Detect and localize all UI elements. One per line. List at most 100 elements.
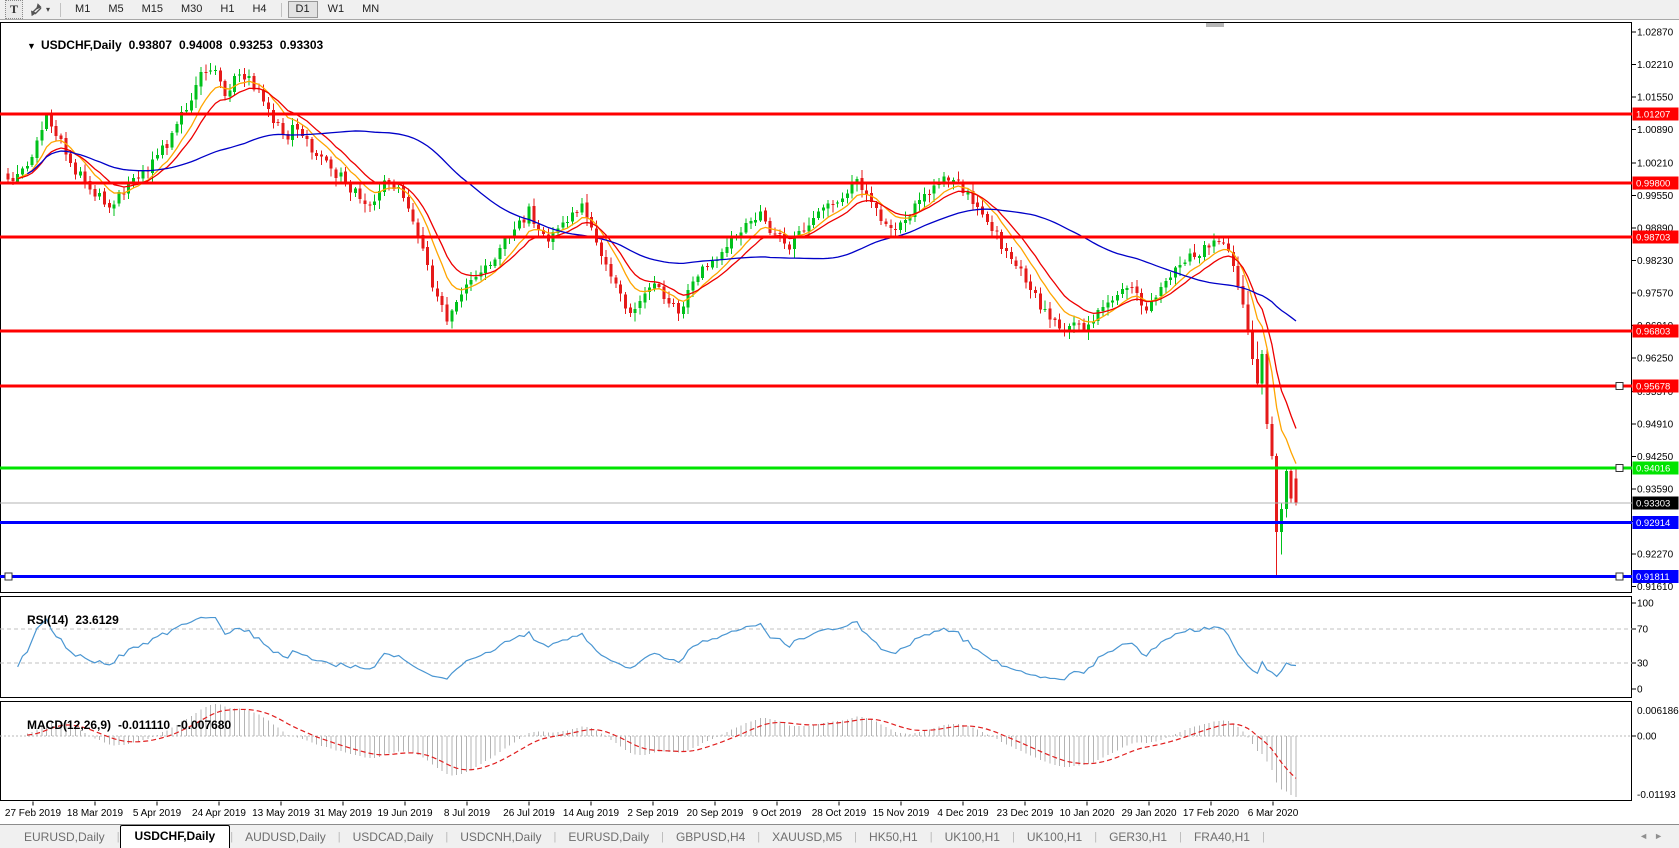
price-level-badge	[1632, 176, 1679, 190]
tab-scroll-right-icon[interactable]: ►	[1654, 831, 1669, 841]
line-handle	[1615, 572, 1624, 581]
price-level-badge	[1632, 230, 1679, 244]
svg-text:0.91610: 0.91610	[1637, 582, 1674, 593]
svg-text:28 Oct 2019: 28 Oct 2019	[812, 808, 867, 819]
current-price-badge	[1632, 496, 1679, 510]
panel-frames	[0, 22, 1632, 801]
svg-text:8 Jul 2019: 8 Jul 2019	[444, 808, 491, 819]
svg-text:13 May 2019: 13 May 2019	[252, 808, 310, 819]
chart-tab-UK100-H1[interactable]: UK100,H1	[944, 830, 1000, 844]
chart-tab-HK50-H1[interactable]: HK50,H1	[869, 830, 918, 844]
svg-text:0.94250: 0.94250	[1637, 452, 1674, 463]
timeframe-button-M15[interactable]: M15	[134, 1, 171, 18]
chart-tab-USDCAD-Daily[interactable]: USDCAD,Daily	[352, 830, 434, 844]
timeframe-button-MN[interactable]: MN	[354, 1, 387, 18]
dropdown-caret-icon: ▾	[46, 5, 51, 14]
timeframe-button-D1[interactable]: D1	[287, 1, 318, 18]
arrows-tool-icon	[29, 3, 44, 16]
svg-text:27 Feb 2019: 27 Feb 2019	[5, 808, 62, 819]
svg-text:10 Jan 2020: 10 Jan 2020	[1059, 808, 1114, 819]
tab-scroll-arrows[interactable]: ◄►	[1629, 831, 1679, 848]
tab-separator: |	[230, 831, 234, 843]
svg-text:6 Mar 2020: 6 Mar 2020	[1248, 808, 1299, 819]
svg-text:26 Jul 2019: 26 Jul 2019	[503, 808, 555, 819]
arrows-tool-button[interactable]: ▾	[25, 2, 54, 17]
svg-text:2 Sep 2019: 2 Sep 2019	[627, 808, 679, 819]
candlesticks[interactable]	[6, 62, 1298, 577]
toolbar-separator	[60, 2, 62, 17]
svg-text:0.99550: 0.99550	[1637, 191, 1674, 202]
rsi-panel[interactable]: 100 70 30 0	[0, 599, 1654, 696]
svg-text:0.98890: 0.98890	[1637, 223, 1674, 234]
tab-separator: |	[757, 831, 761, 843]
chart-tab-GER30-H1[interactable]: GER30,H1	[1109, 830, 1168, 844]
svg-text:23 Dec 2019: 23 Dec 2019	[997, 808, 1054, 819]
macd-signal-line	[27, 708, 1297, 779]
chart-tab-bar: EURUSD,Daily | USDCHF,Daily | AUDUSD,Daily | U…	[0, 824, 1679, 848]
svg-text:31 May 2019: 31 May 2019	[314, 808, 372, 819]
svg-text:0.00: 0.00	[1637, 731, 1657, 742]
tab-scroll-left-icon[interactable]: ◄	[1639, 831, 1655, 841]
timeframe-button-W1[interactable]: W1	[320, 1, 353, 18]
timeframe-button-H4[interactable]: H4	[244, 1, 274, 18]
timeframe-button-M5[interactable]: M5	[100, 1, 131, 18]
svg-text:0.006186: 0.006186	[1637, 706, 1679, 717]
tab-separator: |	[929, 831, 933, 843]
svg-text:0.93590: 0.93590	[1637, 485, 1674, 496]
svg-text:0.92914: 0.92914	[1636, 518, 1670, 529]
chart-tab-FRA40-H1[interactable]: FRA40,H1	[1193, 830, 1250, 844]
svg-text:1.01550: 1.01550	[1637, 92, 1674, 103]
svg-text:5 Apr 2019: 5 Apr 2019	[133, 808, 182, 819]
chart-tab-EURUSD-Daily[interactable]: EURUSD,Daily	[24, 830, 105, 844]
svg-text:100: 100	[1637, 599, 1654, 610]
tab-separator: |	[445, 831, 449, 843]
svg-text:18 Mar 2019: 18 Mar 2019	[67, 808, 124, 819]
tab-separator: |	[553, 831, 557, 843]
chart-scroll-thumb	[1206, 23, 1224, 27]
tab-separator: |	[854, 831, 858, 843]
tab-separator: |	[1179, 831, 1182, 843]
chart-tab-XAUUSD-M5[interactable]: XAUUSD,M5	[772, 830, 843, 844]
chart-tab-USDCNH-Daily[interactable]: USDCNH,Daily	[460, 830, 542, 844]
timeframe-button-M30[interactable]: M30	[173, 1, 210, 18]
timeframe-button-H1[interactable]: H1	[212, 1, 242, 18]
macd-panel[interactable]: 0.006186 0.00 -0.01193	[0, 704, 1679, 801]
timeframe-group: M1 M5 M15 M30 H1 H4	[66, 1, 276, 18]
sma50-line	[26, 130, 1297, 322]
svg-text:1.01207: 1.01207	[1636, 109, 1670, 120]
tab-separator: |	[661, 831, 664, 843]
chart-tab-EURUSD-Daily[interactable]: EURUSD,Daily	[568, 830, 650, 844]
rsi-line	[17, 616, 1297, 681]
svg-text:24 Apr 2019: 24 Apr 2019	[192, 808, 246, 819]
svg-text:1.00890: 1.00890	[1637, 125, 1674, 136]
price-chart[interactable]: 1.02870 1.02210 1.01550 1.00890 1.00210 0.995…	[0, 20, 1679, 824]
svg-text:29 Jan 2020: 29 Jan 2020	[1121, 808, 1176, 819]
price-level-badge	[1632, 515, 1679, 529]
chart-canvas[interactable]: 1.02870 1.02210 1.01550 1.00890 1.00210 0.995…	[0, 20, 1679, 824]
svg-text:19 Jun 2019: 19 Jun 2019	[377, 808, 432, 819]
tab-separator: |	[116, 831, 120, 843]
svg-text:0.99800: 0.99800	[1636, 179, 1670, 190]
svg-text:1.00210: 1.00210	[1637, 158, 1674, 169]
chart-tab-UK100-H1[interactable]: UK100,H1	[1026, 830, 1083, 844]
chart-tab-AUDUSD-Daily[interactable]: AUDUSD,Daily	[245, 830, 326, 844]
time-axis[interactable]: 27 Feb 2019 18 Mar 2019 5 Apr 2019 24 Apr 2…	[5, 801, 1299, 820]
chart-tab-USDCHF-Daily[interactable]: USDCHF,Daily	[119, 825, 231, 848]
svg-text:0: 0	[1637, 685, 1643, 696]
line-handle	[1615, 464, 1624, 473]
svg-text:0.92270: 0.92270	[1637, 550, 1674, 561]
text-tool-button[interactable]: T	[5, 0, 24, 19]
timeframe-button-M1[interactable]: M1	[67, 1, 98, 18]
tab-separator: |	[1261, 831, 1265, 843]
svg-text:17 Feb 2020: 17 Feb 2020	[1183, 808, 1240, 819]
ema13-line	[17, 87, 1297, 429]
svg-text:0.94910: 0.94910	[1637, 420, 1674, 431]
svg-text:0.95678: 0.95678	[1636, 382, 1670, 393]
timeframe-group: D1 W1 MN	[287, 1, 389, 18]
svg-text:0.97570: 0.97570	[1637, 288, 1674, 299]
chart-tab-GBPUSD-H4[interactable]: GBPUSD,H4	[675, 830, 746, 844]
text-tool-icon: T	[10, 2, 19, 16]
svg-text:0.98703: 0.98703	[1636, 233, 1670, 244]
horizontal-level-lines[interactable]: 1.01207 0.99800 0.98703 0.96803 0.95678 0.940…	[0, 107, 1679, 584]
svg-text:0.98230: 0.98230	[1637, 256, 1674, 267]
